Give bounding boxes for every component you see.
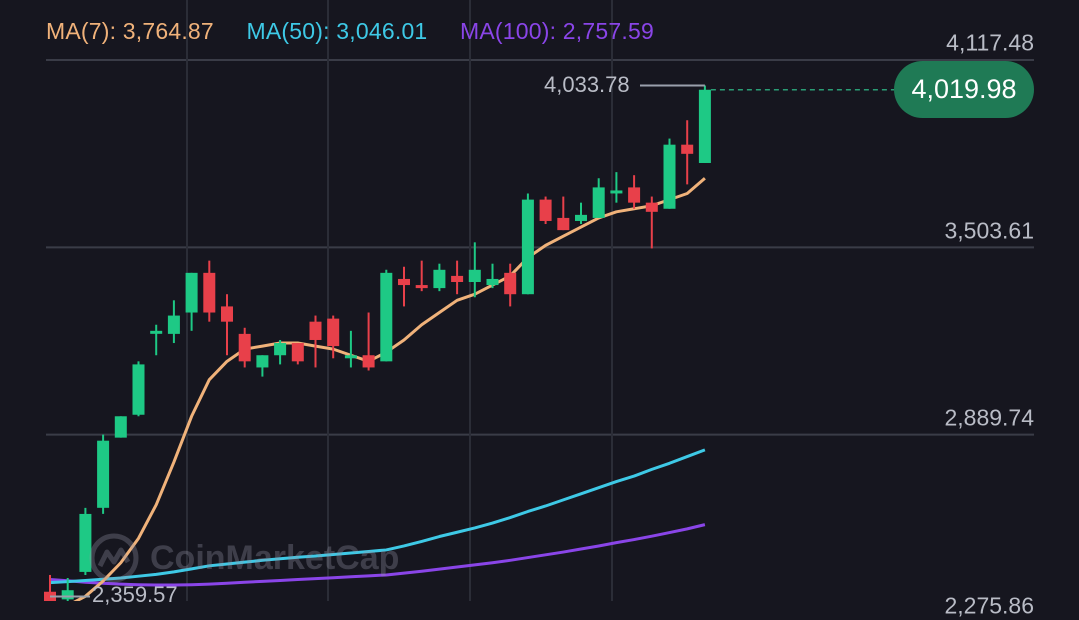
candle xyxy=(663,138,676,209)
candle xyxy=(167,300,180,344)
grid-lines xyxy=(46,0,1034,601)
candle xyxy=(468,242,481,298)
candle xyxy=(521,193,534,295)
ma7-line xyxy=(50,177,706,601)
candle xyxy=(433,263,446,292)
candle xyxy=(610,172,623,203)
candle-body xyxy=(468,269,481,283)
candle-body xyxy=(362,355,375,368)
candle xyxy=(539,196,552,225)
coinmarketcap-watermark: CoinMarketCap xyxy=(88,532,399,584)
price-markers xyxy=(50,84,894,598)
candle-body xyxy=(663,144,676,209)
candle-body xyxy=(592,187,605,218)
candle xyxy=(344,330,357,368)
candle xyxy=(79,507,92,575)
candle-body xyxy=(132,364,145,415)
candle-body xyxy=(256,355,269,368)
ma50-line xyxy=(49,448,706,585)
candlestick-chart[interactable] xyxy=(0,0,1079,601)
candle-body xyxy=(539,199,552,221)
candle xyxy=(291,343,304,365)
y-axis-label-2: 3,503.61 xyxy=(944,217,1034,244)
candle-body xyxy=(398,278,410,286)
legend-ma100: MA(100): 2,757.59 xyxy=(460,18,654,44)
candle-body xyxy=(79,513,92,572)
candle-body xyxy=(114,416,127,438)
candle-body xyxy=(645,202,658,212)
candle-body xyxy=(521,199,534,295)
candle-body xyxy=(380,272,393,362)
candle xyxy=(327,315,340,359)
candle-body xyxy=(309,321,322,340)
candle-body xyxy=(203,272,216,313)
y-axis-label-3: 2,889.74 xyxy=(944,404,1034,431)
candle-body xyxy=(274,343,287,356)
candle-body xyxy=(97,440,110,508)
candle xyxy=(628,175,641,209)
candle xyxy=(150,324,163,356)
candle xyxy=(698,85,711,163)
candle-body xyxy=(238,333,251,362)
candle xyxy=(645,196,658,249)
candle xyxy=(681,120,694,185)
candle xyxy=(380,269,393,362)
ma100-line xyxy=(49,523,706,587)
moving-average-legend: MA(7): 3,764.87 MA(50): 3,046.01 MA(100)… xyxy=(46,18,680,45)
candle-body xyxy=(486,278,499,286)
candle-body xyxy=(610,190,623,194)
candle-body xyxy=(61,590,74,600)
candle xyxy=(256,355,269,377)
candle xyxy=(362,312,375,371)
candle-body xyxy=(167,315,180,334)
candle-body xyxy=(221,306,233,322)
candle xyxy=(398,266,410,307)
legend-ma50: MA(50): 3,046.01 xyxy=(246,18,428,44)
candle-body xyxy=(504,272,517,295)
candle-body xyxy=(185,272,198,313)
candle xyxy=(592,178,605,218)
candle xyxy=(451,260,464,295)
candle-body xyxy=(557,217,570,231)
moving-average-lines xyxy=(49,177,706,601)
candle-body xyxy=(150,330,163,334)
y-axis-label-4: 2,275.86 xyxy=(944,592,1034,619)
candle-body xyxy=(344,355,357,359)
candle xyxy=(415,260,428,292)
watermark-text: CoinMarketCap xyxy=(150,538,400,577)
candle xyxy=(309,315,322,368)
candle xyxy=(486,263,499,289)
candle xyxy=(238,327,251,368)
candle-body xyxy=(575,214,587,221)
period-high-label: 4,033.78 xyxy=(544,72,630,97)
candle xyxy=(274,339,287,365)
candles xyxy=(44,85,711,601)
candle xyxy=(203,260,216,322)
coinmarketcap-logo-icon xyxy=(89,533,139,583)
y-axis-label-1: 4,117.48 xyxy=(946,29,1034,56)
candle xyxy=(114,416,127,438)
candle-body xyxy=(291,343,304,362)
current-price-badge: 4,019.98 xyxy=(894,61,1034,118)
candle xyxy=(557,196,570,231)
candle xyxy=(575,202,587,225)
period-low-label: 2,359.57 xyxy=(92,582,178,607)
candle xyxy=(97,434,110,514)
candle xyxy=(504,263,517,307)
candle xyxy=(221,294,233,356)
candle-body xyxy=(698,89,711,163)
candle xyxy=(132,361,145,417)
candle-body xyxy=(681,144,694,154)
candle xyxy=(185,272,198,331)
candle-body xyxy=(415,285,428,289)
candle-body xyxy=(628,187,641,203)
legend-ma7: MA(7): 3,764.87 xyxy=(46,18,214,44)
candle-body xyxy=(451,275,464,283)
candle-body xyxy=(433,269,446,289)
candle-body xyxy=(327,318,340,347)
